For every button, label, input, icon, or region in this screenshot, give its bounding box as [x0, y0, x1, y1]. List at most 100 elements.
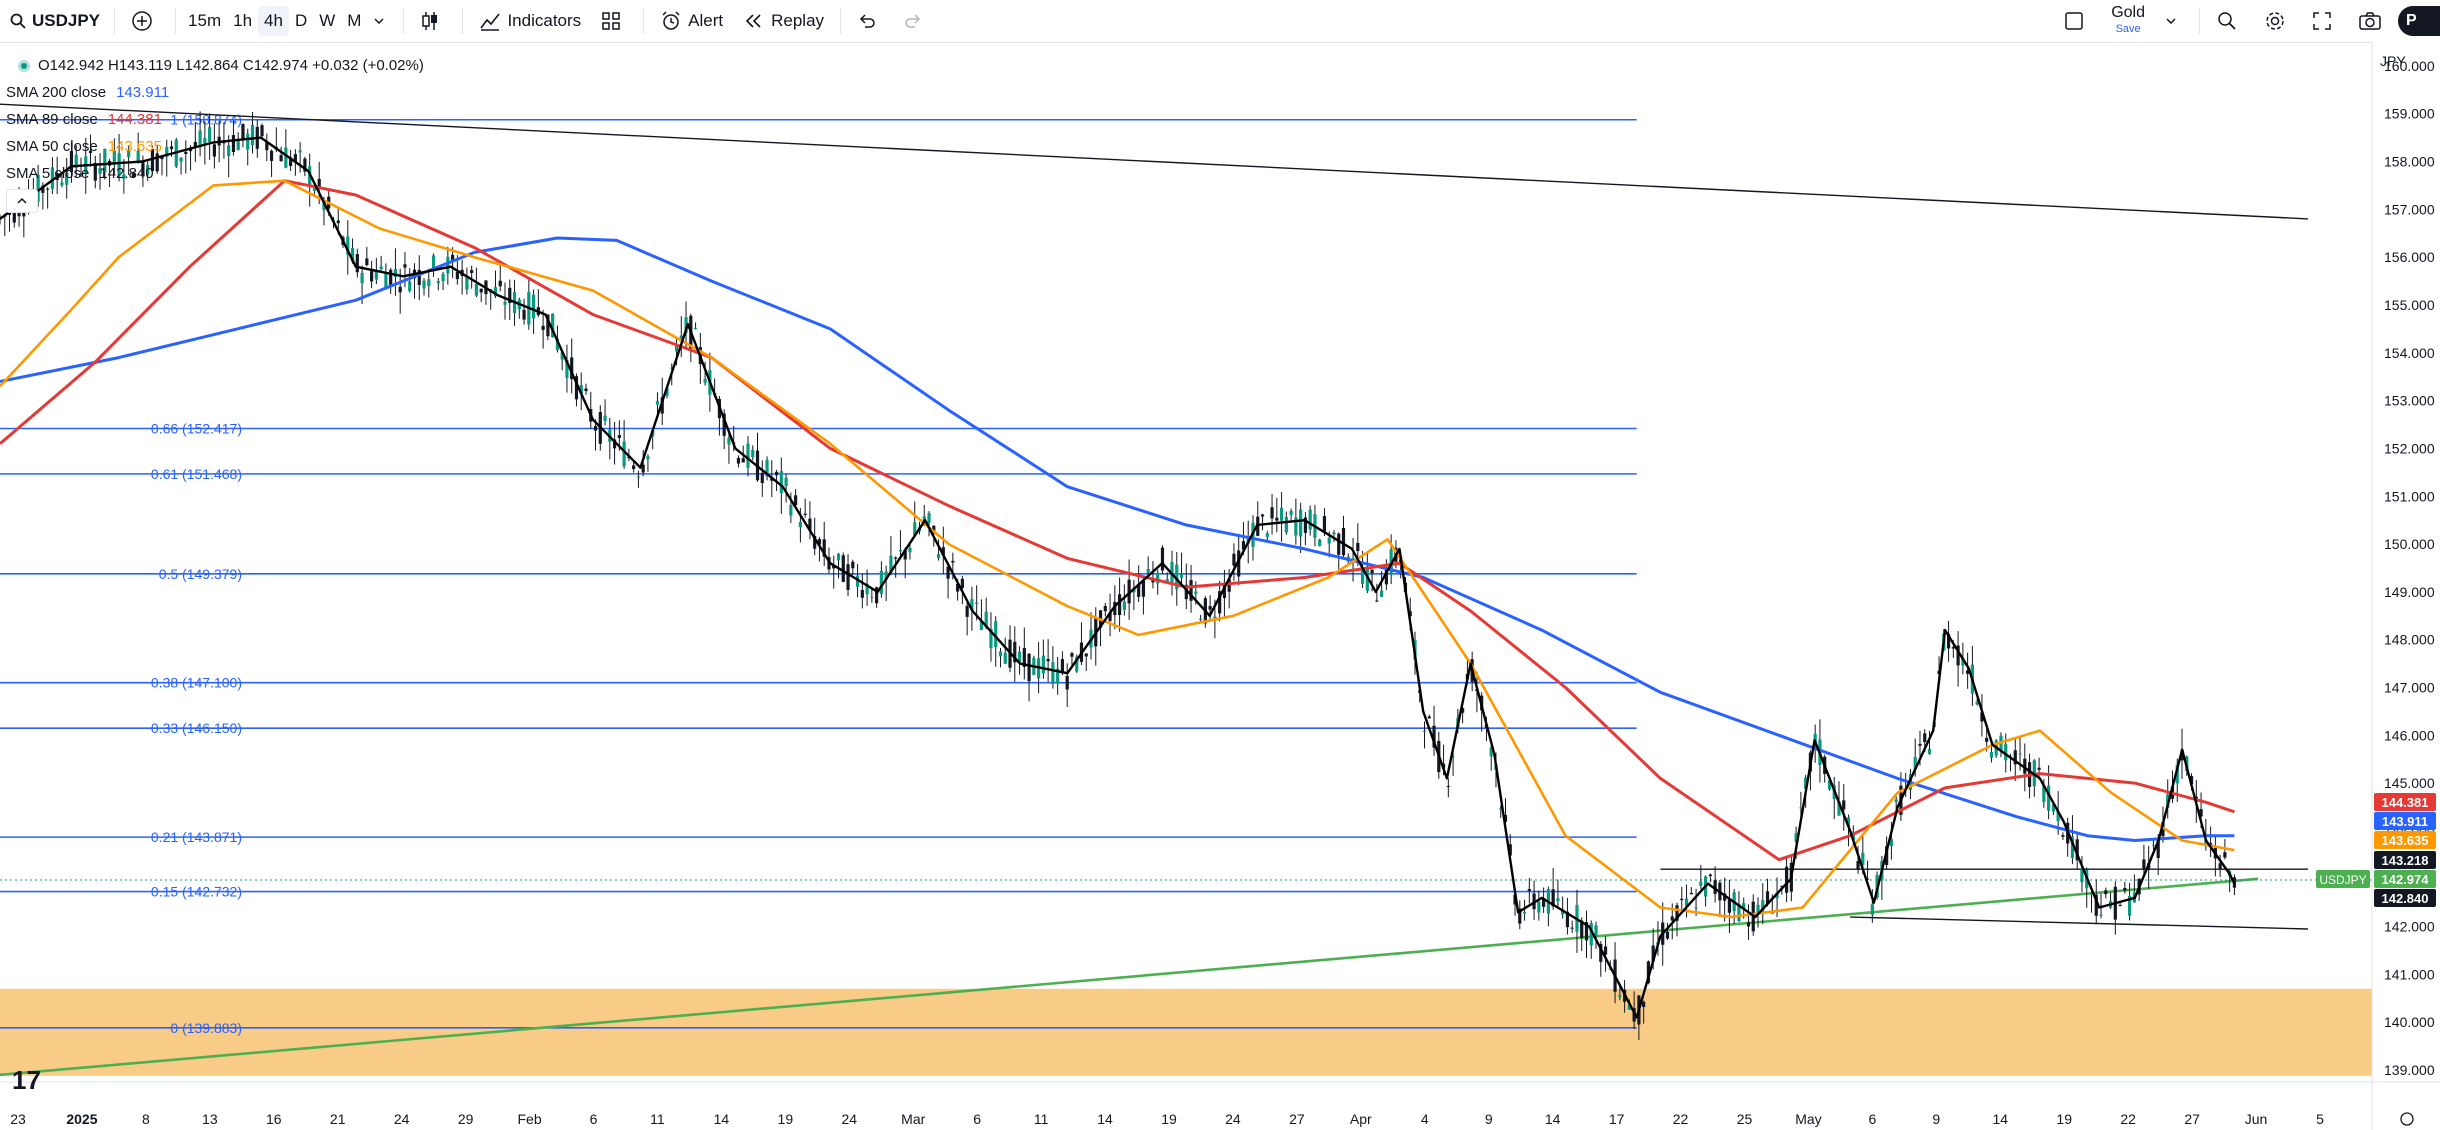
sma5-line[interactable]: [0, 136, 2236, 1019]
layout-title: Gold: [2111, 4, 2145, 21]
interval-dropdown[interactable]: [367, 0, 397, 42]
sma200-row[interactable]: SMA 200 close 143.911: [6, 79, 424, 106]
redo-button[interactable]: [893, 0, 939, 42]
interval-d[interactable]: D: [294, 11, 308, 30]
indicators-icon: [480, 13, 501, 31]
candle-body: [2037, 767, 2041, 770]
candle-body: [1537, 901, 1541, 913]
candle-body: [2023, 758, 2027, 774]
price-chart[interactable]: 1 (158.874)0.66 (152.417)0.61 (151.468)0…: [0, 42, 2440, 1130]
divider: [2199, 8, 2200, 34]
candle-body: [794, 495, 798, 506]
candle-body: [884, 571, 888, 580]
legend-collapse-button[interactable]: [6, 189, 38, 213]
snapshot-button[interactable]: [2348, 0, 2398, 42]
candle-body: [1913, 757, 1917, 770]
candle-body: [1179, 573, 1184, 578]
candle-body: [846, 564, 850, 590]
price-tag-sma200[interactable]: [2374, 812, 2436, 830]
candle-body: [565, 359, 569, 378]
candle-body: [350, 248, 355, 262]
close-symbol-badge[interactable]: [2316, 870, 2370, 888]
price-tag-close[interactable]: [2374, 870, 2436, 888]
demand-zone[interactable]: [0, 988, 2372, 1076]
sma89-row[interactable]: SMA 89 close 144.381: [6, 106, 424, 133]
alert-button[interactable]: Alert: [650, 0, 733, 42]
candle-body: [2123, 887, 2127, 891]
candle-body: [1327, 537, 1331, 544]
interval-15m[interactable]: 15m: [188, 11, 222, 30]
alert-label: Alert: [688, 11, 724, 30]
candle-body: [1584, 922, 1589, 941]
candle-body: [555, 338, 560, 350]
time-tick-label: Feb: [517, 1111, 541, 1127]
price-tick-label: 140.000: [2384, 1014, 2435, 1030]
candle-body: [1708, 874, 1712, 877]
candle-body: [1851, 831, 1855, 841]
candle-body: [703, 378, 707, 383]
candle-body: [403, 264, 407, 268]
candle-body: [451, 254, 455, 263]
layout-dropdown[interactable]: [2155, 0, 2193, 42]
interval-m[interactable]: M: [347, 11, 362, 30]
time-tick-label: 24: [1225, 1111, 1241, 1127]
price-tick-label: 155.000: [2384, 297, 2435, 313]
axis-settings-icon[interactable]: [2400, 1112, 2414, 1126]
candle-body: [922, 516, 926, 523]
interval-w[interactable]: W: [319, 11, 336, 30]
price-tag-sma5[interactable]: [2374, 889, 2436, 907]
templates-button[interactable]: [591, 0, 637, 42]
sma50-row[interactable]: SMA 50 close 143.635: [6, 133, 424, 160]
settings-button[interactable]: [2254, 0, 2302, 42]
price-tag-level[interactable]: [2374, 851, 2436, 869]
candle-body: [112, 150, 116, 165]
candle-body: [1527, 888, 1531, 891]
candle-body: [1232, 553, 1236, 566]
quick-search-button[interactable]: [2206, 0, 2254, 42]
candle-body: [1461, 708, 1465, 713]
candle-body: [41, 185, 45, 193]
sma89-line[interactable]: [0, 179, 2235, 862]
candle-body: [1765, 891, 1770, 905]
candle-body: [860, 589, 864, 598]
time-tick-label: 13: [202, 1111, 218, 1127]
fullscreen-button[interactable]: [2302, 0, 2348, 42]
candle-body: [836, 553, 841, 561]
candle-body: [751, 449, 755, 458]
candle-body: [741, 458, 745, 463]
candle-body: [1108, 612, 1112, 621]
indicators-button[interactable]: Indicators: [469, 0, 591, 42]
sma200-line[interactable]: [0, 236, 2235, 842]
interval-4h[interactable]: 4h: [258, 6, 289, 36]
profile-button[interactable]: P: [2398, 6, 2440, 36]
candle-body: [1603, 946, 1608, 955]
candle-body: [574, 376, 579, 400]
undo-button[interactable]: [847, 0, 893, 42]
alarm-clock-icon: [662, 11, 680, 30]
sma5-row[interactable]: SMA 5 close 142.840: [6, 160, 424, 187]
candle-body: [379, 266, 383, 269]
symbol-search[interactable]: USDJPY: [0, 0, 108, 42]
time-tick-label: 14: [1992, 1111, 2008, 1127]
chart-type-button[interactable]: [410, 0, 456, 42]
compare-button[interactable]: [121, 0, 169, 42]
interval-1h[interactable]: 1h: [233, 11, 253, 30]
candle-body: [1946, 634, 1951, 649]
layout-name[interactable]: Gold Save: [2101, 5, 2155, 37]
trendline[interactable]: [1850, 916, 2308, 930]
price-tag-sma50[interactable]: [2374, 831, 2436, 849]
layout-button[interactable]: [2053, 0, 2101, 42]
replay-button[interactable]: Replay: [733, 0, 834, 42]
candle-body: [1580, 920, 1584, 938]
trendline[interactable]: [0, 877, 2259, 1077]
candle-body: [2189, 776, 2194, 785]
currency-label[interactable]: JPY: [2380, 53, 2406, 69]
candle-body: [160, 156, 164, 160]
candle-body: [560, 352, 564, 360]
candle-body: [2051, 804, 2055, 812]
price-tag-sma89[interactable]: [2374, 793, 2436, 811]
candle-body: [279, 155, 283, 162]
candle-body: [1689, 892, 1693, 895]
sma50-line[interactable]: [0, 179, 2235, 919]
trendline[interactable]: [0, 103, 2308, 220]
